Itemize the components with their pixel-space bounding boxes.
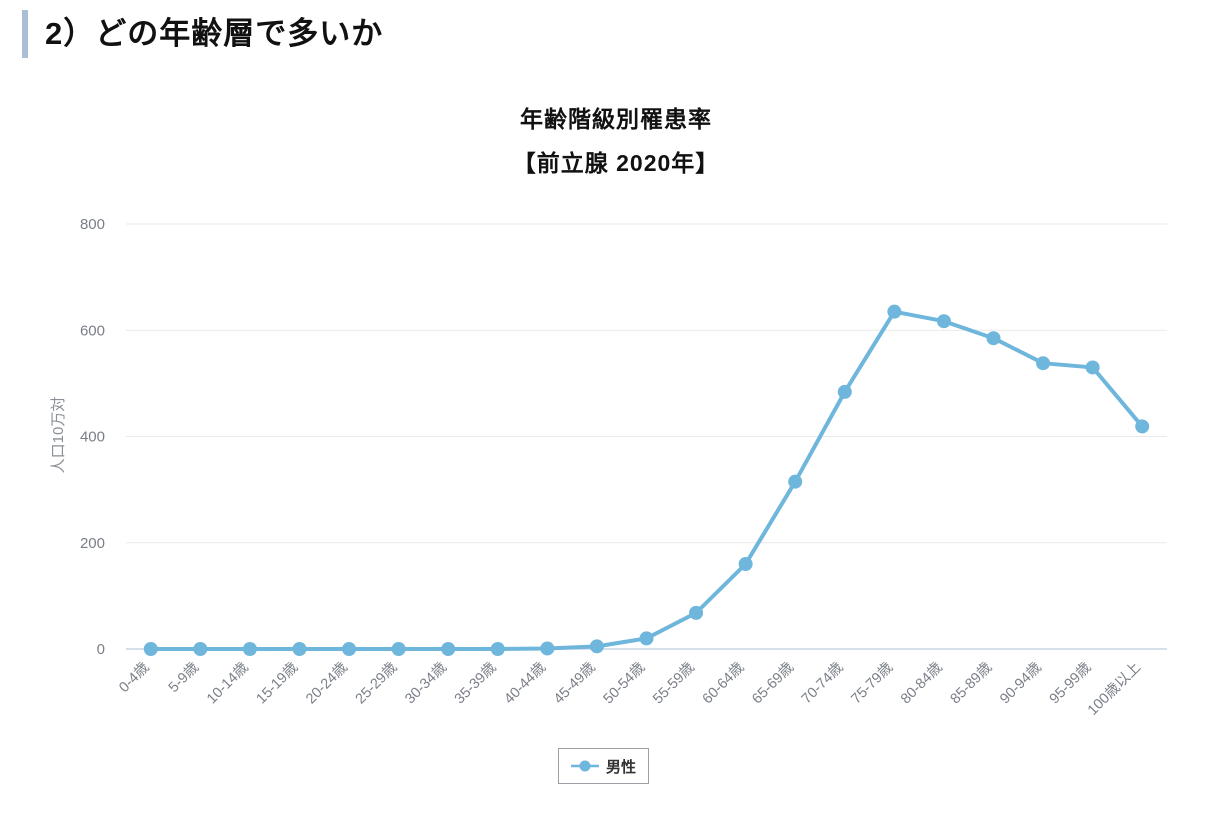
data-point[interactable] — [242, 642, 257, 656]
data-point[interactable] — [540, 641, 555, 656]
x-tick-label: 95-99歳 — [1046, 659, 1095, 708]
data-point[interactable] — [292, 642, 307, 656]
data-point[interactable] — [936, 314, 951, 329]
x-tick-label: 70-74歳 — [798, 659, 847, 708]
y-tick-label: 0 — [97, 641, 105, 658]
data-point[interactable] — [441, 642, 456, 656]
x-tick-label: 20-24歳 — [302, 659, 351, 708]
data-point[interactable] — [1135, 419, 1150, 434]
section-heading: 2）どの年齢層で多いか — [22, 10, 383, 58]
data-point[interactable] — [887, 304, 902, 319]
x-tick-label: 45-49歳 — [550, 659, 599, 708]
data-point[interactable] — [589, 639, 604, 654]
y-tick-label: 400 — [80, 429, 105, 446]
x-tick-label: 25-29歳 — [352, 659, 401, 708]
data-point[interactable] — [837, 384, 852, 399]
data-point[interactable] — [193, 642, 208, 656]
legend-item-male[interactable]: 男性 — [558, 748, 649, 784]
data-point[interactable] — [986, 331, 1001, 346]
x-tick-label: 80-84歳 — [897, 659, 946, 708]
x-tick-label: 15-19歳 — [253, 659, 302, 708]
y-tick-label: 800 — [80, 216, 105, 233]
x-tick-label: 50-54歳 — [600, 659, 649, 708]
x-tick-label: 10-14歳 — [203, 659, 252, 708]
y-tick-label: 200 — [80, 535, 105, 552]
x-tick-label: 85-89歳 — [947, 659, 996, 708]
data-point[interactable] — [143, 642, 158, 656]
data-point[interactable] — [391, 642, 406, 656]
data-point[interactable] — [639, 631, 654, 646]
x-tick-label: 90-94歳 — [996, 659, 1045, 708]
x-tick-label: 40-44歳 — [501, 659, 550, 708]
x-tick-label: 75-79歳 — [848, 659, 897, 708]
data-point[interactable] — [1085, 360, 1100, 375]
legend-line-marker-icon — [570, 760, 599, 772]
x-tick-label: 65-69歳 — [749, 659, 798, 708]
data-point[interactable] — [689, 605, 704, 620]
section-heading-text: 2）どの年齢層で多いか — [45, 16, 384, 51]
x-tick-label: 5-9歳 — [165, 659, 202, 696]
y-tick-label: 600 — [80, 322, 105, 339]
data-point[interactable] — [788, 474, 803, 489]
legend-label: 男性 — [605, 758, 636, 776]
data-point[interactable] — [1036, 356, 1051, 371]
chart-title: 年齢階級別罹患率 — [520, 106, 712, 132]
data-point[interactable] — [490, 642, 505, 656]
data-point[interactable] — [738, 557, 753, 571]
chart-subtitle: 【前立腺 2020年】 — [512, 150, 720, 176]
x-tick-label: 30-34歳 — [402, 659, 451, 708]
heading-accent-bar — [22, 10, 28, 58]
x-tick-label: 0-4歳 — [116, 659, 153, 696]
series-line-男性 — [148, 309, 1145, 651]
x-tick-label: 55-59歳 — [649, 659, 698, 708]
x-tick-label: 35-39歳 — [451, 659, 500, 708]
data-point[interactable] — [342, 642, 357, 656]
x-tick-label: 60-64歳 — [699, 659, 748, 708]
x-tick-label: 100歳以上 — [1084, 659, 1144, 719]
